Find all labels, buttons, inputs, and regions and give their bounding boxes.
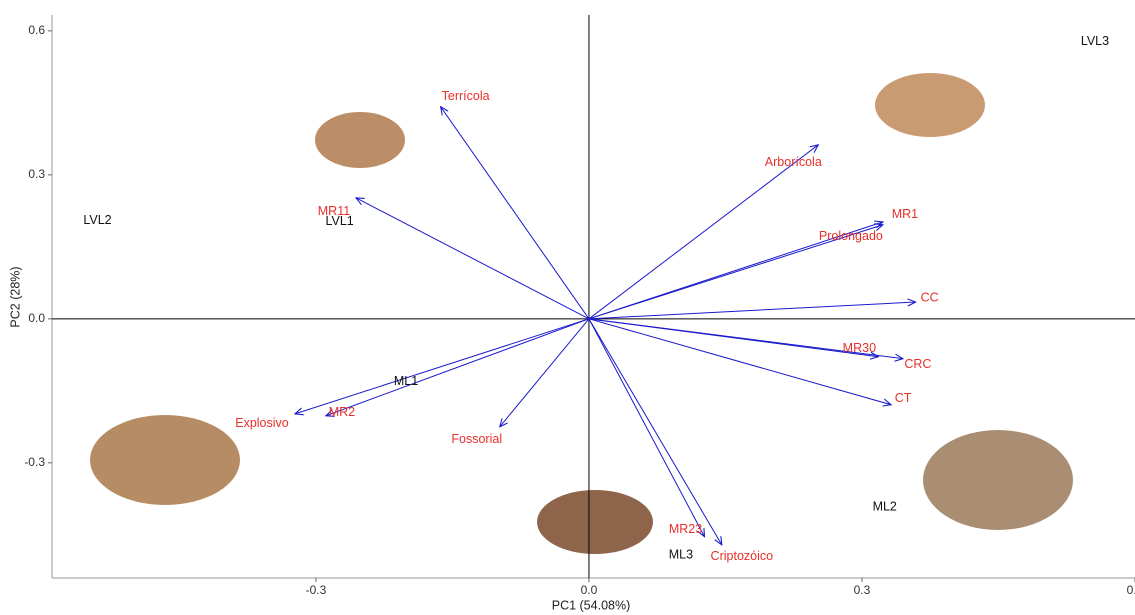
- loading-label: CC: [921, 290, 939, 304]
- loading-label: Terrícola: [442, 89, 490, 103]
- loading-label: CRC: [904, 357, 931, 371]
- score-label: LVL1: [325, 214, 353, 228]
- x-tick-label: -0.3: [306, 583, 327, 597]
- loading-label: MR23: [669, 522, 702, 536]
- frog-photo: [923, 430, 1073, 530]
- x-tick-label: 0.6: [1127, 583, 1135, 597]
- loading-arrow: [441, 107, 589, 319]
- y-tick-label: 0.3: [28, 167, 45, 181]
- loading-label: Explosivo: [235, 416, 289, 430]
- loading-arrow: [295, 319, 589, 414]
- loading-arrow: [589, 145, 818, 319]
- y-axis-title: PC2 (28%): [8, 266, 22, 327]
- frog-photo: [537, 490, 653, 554]
- score-label: ML1: [394, 374, 418, 388]
- y-tick-label: 0.6: [28, 23, 45, 37]
- y-tick-label: -0.3: [24, 455, 45, 469]
- frog-photos: [90, 73, 1073, 554]
- loading-arrow: [356, 198, 589, 319]
- score-label: LVL2: [83, 213, 111, 227]
- x-tick-label: 0.0: [581, 583, 598, 597]
- y-tick-label: 0.0: [28, 311, 45, 325]
- score-label: LVL3: [1081, 34, 1109, 48]
- loading-arrow: [589, 302, 916, 319]
- loading-label: Criptozóico: [711, 549, 774, 563]
- frog-photo: [90, 415, 240, 505]
- loading-arrow: [589, 319, 891, 405]
- loading-label: Fossorial: [451, 432, 502, 446]
- frog-photo: [875, 73, 985, 137]
- loading-label: MR2: [329, 405, 355, 419]
- loading-label: CT: [895, 391, 912, 405]
- frog-photo: [315, 112, 405, 168]
- score-label: ML3: [669, 547, 693, 561]
- loading-label: MR1: [892, 207, 918, 221]
- score-label: ML2: [873, 499, 897, 513]
- loading-label: Arborícola: [765, 155, 822, 169]
- loading-label: MR30: [843, 341, 876, 355]
- loading-label: Prolongado: [819, 229, 883, 243]
- chart: PC1 (54.08%) PC2 (28%) -0.3 0.0 0.3 0.6 -0.3…: [0, 0, 1135, 615]
- x-tick-label: 0.3: [854, 583, 871, 597]
- x-axis-title: PC1 (54.08%): [552, 598, 631, 612]
